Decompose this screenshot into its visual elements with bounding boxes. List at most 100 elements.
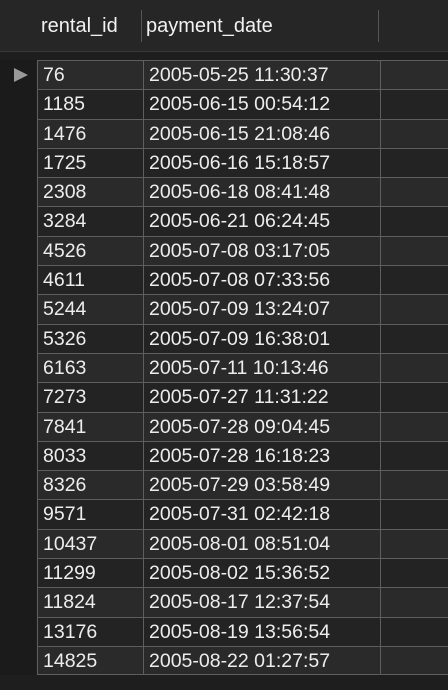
cell-payment-date[interactable]: 2005-08-17 12:37:54 [143, 587, 380, 617]
cell-payment-date[interactable]: 2005-07-31 02:42:18 [143, 499, 380, 529]
cell-rental-id[interactable]: 7273 [37, 382, 143, 412]
table-row[interactable]: 76 2005-05-25 11:30:37 [0, 60, 448, 90]
table-row[interactable]: 9571 2005-07-31 02:42:18 [0, 499, 448, 529]
cell-rental-id[interactable]: 6163 [37, 352, 143, 383]
table-row[interactable]: 1476 2005-06-15 21:08:46 [0, 118, 448, 148]
cell-rental-id[interactable]: 11824 [37, 587, 143, 617]
cell-payment-date[interactable]: 2005-05-25 11:30:37 [143, 60, 380, 90]
row-header[interactable] [0, 60, 36, 90]
table-row[interactable]: 4526 2005-07-08 03:17:05 [0, 235, 448, 266]
table-row[interactable]: 8326 2005-07-29 03:58:49 [0, 470, 448, 500]
empty-cell [380, 558, 448, 588]
cell-payment-date[interactable]: 2005-08-22 01:27:57 [143, 645, 380, 676]
row-header[interactable] [0, 206, 36, 236]
cell-payment-date[interactable]: 2005-08-01 08:51:04 [143, 528, 380, 559]
table-row[interactable]: 5244 2005-07-09 13:24:07 [0, 294, 448, 324]
empty-cell [380, 265, 448, 295]
cell-rental-id[interactable]: 3284 [37, 206, 143, 236]
cell-rental-id[interactable]: 2308 [37, 177, 143, 207]
row-header[interactable] [0, 382, 36, 412]
cell-payment-date[interactable]: 2005-07-29 03:58:49 [143, 470, 380, 500]
empty-cell [380, 147, 448, 178]
grid-body: 76 2005-05-25 11:30:37 1185 2005-06-15 00:5… [0, 60, 448, 676]
column-header-rental-id[interactable]: rental_id [41, 15, 118, 37]
cell-payment-date[interactable]: 2005-07-09 16:38:01 [143, 323, 380, 353]
row-header[interactable] [0, 645, 36, 676]
row-header[interactable] [0, 499, 36, 529]
table-row[interactable]: 5326 2005-07-09 16:38:01 [0, 323, 448, 353]
row-header[interactable] [0, 440, 36, 471]
row-header[interactable] [0, 323, 36, 353]
empty-cell [380, 499, 448, 529]
empty-cell [380, 177, 448, 207]
cell-payment-date[interactable]: 2005-07-08 03:17:05 [143, 235, 380, 266]
cell-rental-id[interactable]: 7841 [37, 411, 143, 441]
empty-cell [380, 294, 448, 324]
row-header[interactable] [0, 470, 36, 500]
cell-payment-date[interactable]: 2005-06-15 00:54:12 [143, 89, 380, 119]
cell-rental-id[interactable]: 4526 [37, 235, 143, 266]
row-header[interactable] [0, 265, 36, 295]
cell-payment-date[interactable]: 2005-07-08 07:33:56 [143, 265, 380, 295]
table-row[interactable]: 4611 2005-07-08 07:33:56 [0, 265, 448, 295]
cell-payment-date[interactable]: 2005-07-28 16:18:23 [143, 440, 380, 471]
cell-rental-id[interactable]: 1725 [37, 147, 143, 178]
table-row[interactable]: 7273 2005-07-27 11:31:22 [0, 382, 448, 412]
empty-cell [380, 118, 448, 148]
cell-rental-id[interactable]: 8326 [37, 470, 143, 500]
table-row[interactable]: 8033 2005-07-28 16:18:23 [0, 440, 448, 471]
row-header[interactable] [0, 89, 36, 119]
cell-rental-id[interactable]: 13176 [37, 616, 143, 646]
cell-payment-date[interactable]: 2005-06-18 08:41:48 [143, 177, 380, 207]
cell-payment-date[interactable]: 2005-08-02 15:36:52 [143, 558, 380, 588]
row-header[interactable] [0, 235, 36, 266]
cell-rental-id[interactable]: 5326 [37, 323, 143, 353]
column-resize-handle[interactable] [378, 10, 379, 42]
table-row[interactable]: 3284 2005-06-21 06:24:45 [0, 206, 448, 236]
table-row[interactable]: 11824 2005-08-17 12:37:54 [0, 587, 448, 617]
cell-payment-date[interactable]: 2005-06-21 06:24:45 [143, 206, 380, 236]
cell-payment-date[interactable]: 2005-07-28 09:04:45 [143, 411, 380, 441]
cell-rental-id[interactable]: 9571 [37, 499, 143, 529]
cell-rental-id[interactable]: 1476 [37, 118, 143, 148]
row-header[interactable] [0, 587, 36, 617]
table-row[interactable]: 1185 2005-06-15 00:54:12 [0, 89, 448, 119]
table-row[interactable]: 7841 2005-07-28 09:04:45 [0, 411, 448, 441]
row-header[interactable] [0, 558, 36, 588]
cell-rental-id[interactable]: 76 [37, 60, 143, 90]
cell-rental-id[interactable]: 14825 [37, 645, 143, 676]
cell-payment-date[interactable]: 2005-06-16 15:18:57 [143, 147, 380, 178]
row-header[interactable] [0, 352, 36, 383]
cell-payment-date[interactable]: 2005-06-15 21:08:46 [143, 118, 380, 148]
row-header[interactable] [0, 411, 36, 441]
cell-rental-id[interactable]: 5244 [37, 294, 143, 324]
row-header[interactable] [0, 118, 36, 148]
row-header[interactable] [0, 177, 36, 207]
row-header[interactable] [0, 294, 36, 324]
column-resize-handle[interactable] [141, 10, 142, 42]
table-row[interactable]: 6163 2005-07-11 10:13:46 [0, 352, 448, 383]
cell-rental-id[interactable]: 10437 [37, 528, 143, 559]
table-row[interactable]: 10437 2005-08-01 08:51:04 [0, 528, 448, 559]
table-row[interactable]: 13176 2005-08-19 13:56:54 [0, 616, 448, 646]
empty-cell [380, 60, 448, 90]
row-header[interactable] [0, 528, 36, 559]
cell-payment-date[interactable]: 2005-07-09 13:24:07 [143, 294, 380, 324]
empty-cell [380, 440, 448, 471]
table-row[interactable]: 14825 2005-08-22 01:27:57 [0, 645, 448, 676]
cell-rental-id[interactable]: 4611 [37, 265, 143, 295]
row-header[interactable] [0, 147, 36, 178]
row-header[interactable] [0, 616, 36, 646]
cell-payment-date[interactable]: 2005-07-11 10:13:46 [143, 352, 380, 383]
column-header-payment-date[interactable]: payment_date [146, 15, 273, 37]
table-row[interactable]: 11299 2005-08-02 15:36:52 [0, 558, 448, 588]
cell-payment-date[interactable]: 2005-07-27 11:31:22 [143, 382, 380, 412]
cell-rental-id[interactable]: 11299 [37, 558, 143, 588]
empty-cell [380, 89, 448, 119]
cell-rental-id[interactable]: 8033 [37, 440, 143, 471]
cell-payment-date[interactable]: 2005-08-19 13:56:54 [143, 616, 380, 646]
table-row[interactable]: 1725 2005-06-16 15:18:57 [0, 147, 448, 178]
cell-rental-id[interactable]: 1185 [37, 89, 143, 119]
table-row[interactable]: 2308 2005-06-18 08:41:48 [0, 177, 448, 207]
